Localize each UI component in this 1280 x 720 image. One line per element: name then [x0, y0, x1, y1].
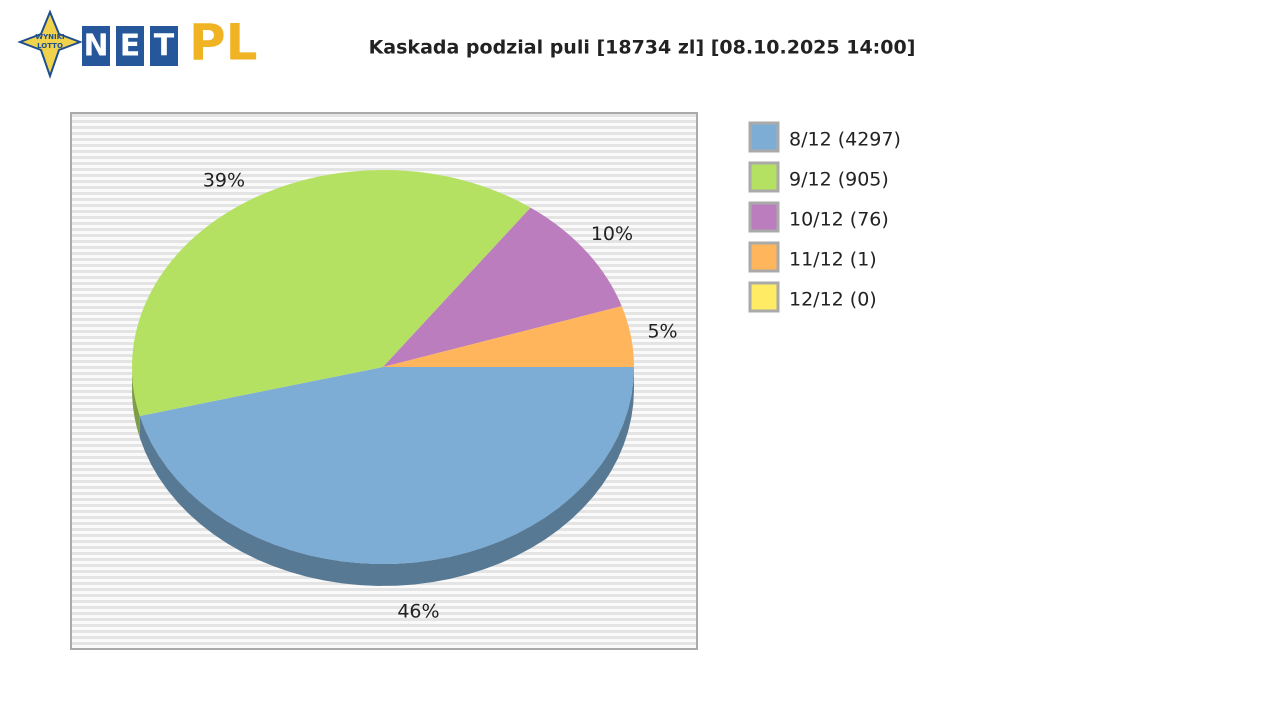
logo-box	[82, 26, 110, 66]
legend-swatch	[748, 201, 780, 233]
legend-swatch	[748, 161, 780, 193]
slice	[139, 367, 634, 565]
slice-label: 5%	[647, 320, 677, 342]
legend-swatch	[748, 281, 780, 313]
slice	[383, 306, 634, 367]
legend: 8/12 (4297) 9/12 (905) 10/12 (76) 11/12 (1)…	[748, 121, 901, 313]
chart-title: Kaskada podzial puli [18734 zl] [08.10.2…	[369, 37, 916, 59]
logo[interactable]: WYNIKI LOTTO N E T PL	[17, 9, 258, 80]
logo-badge: WYNIKI	[35, 33, 64, 41]
logo-box	[150, 26, 178, 66]
logo-letter: N	[83, 29, 108, 64]
slice	[383, 207, 622, 367]
slice-side	[132, 367, 140, 438]
legend-label: 11/12 (1)	[789, 249, 877, 271]
slice-label: 10%	[591, 223, 633, 245]
slice-label: 46%	[397, 601, 439, 623]
logo-star	[17, 9, 83, 80]
slice-label: 39%	[203, 169, 245, 191]
pie: 46% 39% 10% 5%	[131, 169, 678, 623]
legend-label: 10/12 (76)	[789, 209, 889, 231]
logo-suffix: PL	[189, 14, 258, 72]
slice	[131, 169, 531, 416]
logo-box	[116, 26, 144, 66]
legend-swatch	[748, 241, 780, 273]
logo-letter: E	[120, 29, 141, 64]
logo-letter: T	[154, 29, 175, 64]
legend-label: 9/12 (905)	[789, 169, 889, 191]
legend-swatch	[748, 121, 780, 153]
legend-label: 12/12 (0)	[789, 289, 877, 311]
legend-label: 8/12 (4297)	[789, 129, 901, 151]
logo-badge: LOTTO	[37, 42, 63, 50]
